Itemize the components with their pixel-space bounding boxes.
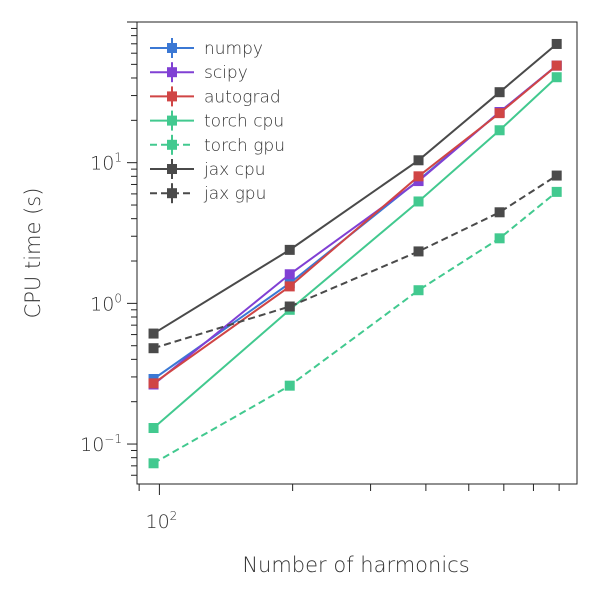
legend-marker [167, 164, 177, 174]
legend-entry: jax cpu [150, 159, 266, 180]
legend-label: torch cpu [204, 112, 284, 132]
data-point [413, 246, 424, 257]
data-point [551, 186, 562, 197]
data-point [413, 196, 424, 207]
data-point [148, 423, 159, 434]
data-point [551, 170, 562, 181]
data-point [284, 281, 295, 292]
legend-label: torch gpu [204, 136, 285, 156]
legend-label: autograd [204, 87, 281, 107]
legend-entry: autograd [150, 86, 281, 107]
legend-marker [167, 43, 177, 53]
data-point [551, 38, 562, 49]
data-point [413, 155, 424, 166]
y-tick-label: 100 [90, 291, 122, 315]
data-point [494, 108, 505, 119]
legend-entry: scipy [150, 62, 248, 83]
data-point [551, 72, 562, 83]
legend-marker [167, 67, 177, 78]
series-line [153, 174, 558, 350]
data-point [284, 301, 295, 312]
data-point [494, 87, 505, 98]
data-point [148, 328, 159, 339]
data-point [494, 233, 505, 244]
x-axis-label: Number of harmonics [242, 553, 469, 577]
y-axis-label: CPU time (s) [21, 188, 45, 319]
legend-marker [167, 115, 177, 126]
data-point [284, 380, 295, 391]
data-point [551, 60, 562, 71]
legend-entry: torch cpu [150, 110, 284, 132]
legend-label: jax gpu [203, 184, 266, 204]
legend-label: jax cpu [203, 160, 266, 180]
data-point [148, 343, 159, 354]
y-tick-label: 101 [90, 151, 122, 175]
legend-entry: numpy [150, 38, 263, 59]
series-autograd [148, 60, 562, 389]
data-point [494, 125, 505, 136]
series-torch-gpu [148, 186, 562, 469]
legend-marker [167, 139, 177, 150]
data-point [284, 269, 295, 280]
legend-entry: jax gpu [150, 183, 266, 204]
data-point [413, 171, 424, 182]
plot-frame [136, 21, 578, 485]
legend-marker [167, 188, 177, 199]
data-point [494, 207, 505, 218]
legend-label: scipy [204, 63, 248, 83]
series-line [153, 191, 558, 465]
data-point [148, 458, 159, 469]
y-tick-label: 10−1 [80, 432, 122, 456]
legend-label: numpy [204, 39, 263, 59]
x-tick-label: 102 [145, 509, 177, 533]
series-jax-cpu [148, 38, 562, 339]
data-point [413, 285, 424, 296]
series-jax-gpu [148, 170, 562, 354]
data-point [148, 378, 159, 389]
data-point [284, 244, 295, 255]
legend-entry: torch gpu [150, 134, 285, 156]
legend-marker [167, 91, 177, 102]
